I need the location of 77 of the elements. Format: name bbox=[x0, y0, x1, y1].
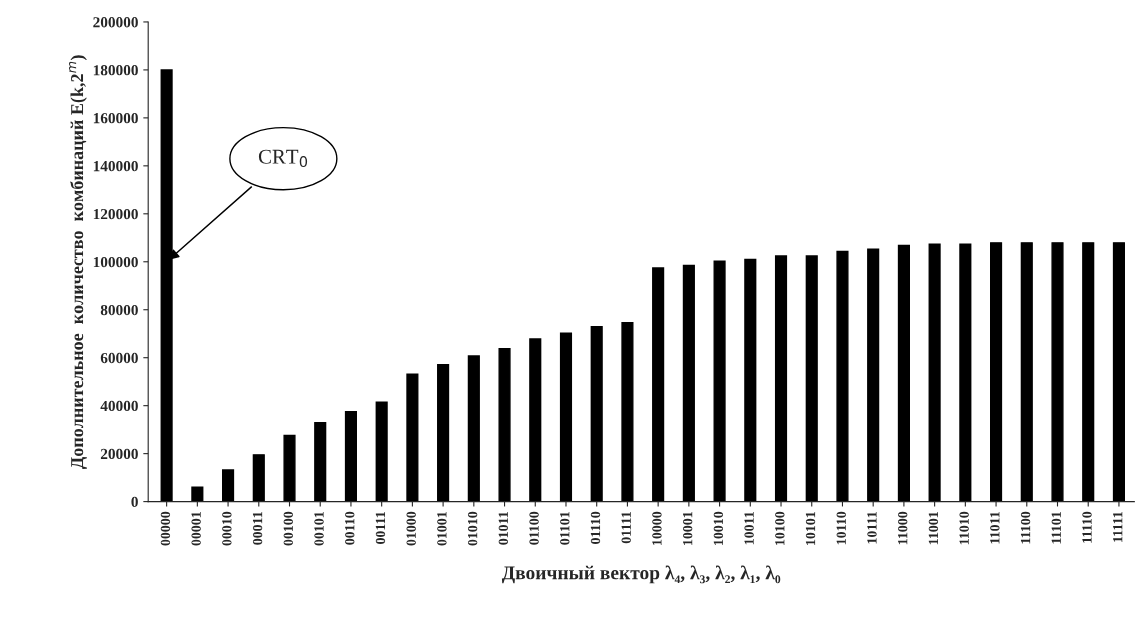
x-tick-label: 00111 bbox=[375, 512, 386, 544]
bar bbox=[1051, 242, 1064, 502]
bar bbox=[989, 242, 1003, 502]
bar bbox=[867, 248, 880, 502]
bar bbox=[344, 410, 358, 502]
x-tick-label: 10011 bbox=[744, 512, 754, 545]
bar bbox=[437, 363, 450, 502]
x-tick-label: 11011 bbox=[990, 512, 1000, 544]
y-tick-label: 180000 bbox=[93, 65, 138, 76]
x-tick-label: 00001 bbox=[191, 512, 201, 546]
x-axis-title: Двоичный вектор λ₄, λ₃, λ₂, λ₁, λ₀ bbox=[501, 565, 781, 584]
x-tick-label: 01010 bbox=[467, 511, 478, 546]
x-tick-label: 10111 bbox=[867, 512, 877, 544]
y-tick-label: 0 bbox=[131, 496, 138, 508]
x-tick-label: 11111 bbox=[1113, 512, 1123, 542]
bar bbox=[897, 244, 910, 502]
bar bbox=[314, 422, 327, 502]
bar bbox=[529, 338, 542, 502]
y-tick-label: 140000 bbox=[93, 160, 138, 172]
x-tick-label: 10001 bbox=[682, 512, 693, 545]
bar bbox=[559, 332, 573, 502]
x-tick-label: 00110 bbox=[345, 511, 355, 545]
x-tick-label: 00011 bbox=[252, 512, 263, 545]
bar bbox=[744, 258, 757, 502]
bar bbox=[621, 321, 634, 502]
y-tick-label: 20000 bbox=[100, 448, 138, 460]
y-tick-label: 120000 bbox=[93, 208, 138, 220]
bar bbox=[375, 401, 388, 502]
bar bbox=[590, 326, 603, 502]
bar bbox=[222, 469, 235, 502]
x-tick-label: 00101 bbox=[314, 512, 324, 546]
y-tick-label: 40000 bbox=[100, 400, 138, 412]
y-tick-label: 100000 bbox=[93, 256, 138, 268]
x-tick-label: 00010 bbox=[222, 511, 232, 546]
x-tick-label: 01100 bbox=[529, 511, 539, 545]
x-tick-label: 10101 bbox=[805, 512, 816, 545]
bar bbox=[283, 434, 296, 502]
bar bbox=[498, 347, 511, 502]
x-tick-label: 01110 bbox=[590, 511, 601, 544]
bar bbox=[467, 355, 480, 502]
y-tick-label: 200000 bbox=[93, 17, 138, 28]
x-tick-label: 11101 bbox=[1051, 512, 1061, 544]
y-axis-title: Дополнительное количество комбинаций E(k,2$^{m}$) bbox=[69, 55, 87, 470]
bar bbox=[191, 486, 204, 502]
x-tick-label: 10110 bbox=[836, 511, 846, 545]
bar bbox=[1082, 242, 1095, 502]
x-tick-label: 01101 bbox=[560, 512, 570, 545]
x-tick-label: 11100 bbox=[1020, 511, 1031, 544]
bar bbox=[928, 243, 941, 502]
x-tick-label: 10100 bbox=[775, 511, 785, 545]
x-tick-label: 01001 bbox=[437, 512, 447, 546]
bar bbox=[652, 267, 665, 502]
y-tick-label: 160000 bbox=[93, 113, 138, 124]
y-tick-label: 80000 bbox=[100, 304, 138, 316]
x-tick-label: 11010 bbox=[959, 511, 969, 545]
bar bbox=[805, 255, 818, 502]
bar bbox=[1020, 242, 1033, 502]
x-tick-label: 11000 bbox=[898, 511, 908, 545]
bar bbox=[713, 260, 726, 502]
bar bbox=[959, 243, 972, 502]
x-tick-label: 01111 bbox=[621, 512, 631, 544]
bar bbox=[406, 373, 419, 502]
bar bbox=[774, 255, 788, 502]
x-tick-label: 00000 bbox=[160, 511, 171, 546]
x-tick-label: 10010 bbox=[713, 511, 724, 545]
bar bbox=[682, 264, 695, 502]
x-tick-label: 00100 bbox=[283, 511, 293, 546]
x-tick-label: 11110 bbox=[1082, 511, 1092, 543]
bar bbox=[836, 250, 849, 502]
x-tick-label: 01011 bbox=[498, 512, 509, 545]
x-tick-label: 01000 bbox=[406, 511, 416, 546]
x-tick-label: 10000 bbox=[652, 511, 662, 545]
bar bbox=[1112, 242, 1126, 502]
bar bbox=[252, 454, 265, 502]
y-tick-label: 60000 bbox=[100, 352, 138, 364]
x-tick-label: 11001 bbox=[928, 512, 939, 545]
annotation: CRT$_{0}$ bbox=[258, 149, 308, 168]
